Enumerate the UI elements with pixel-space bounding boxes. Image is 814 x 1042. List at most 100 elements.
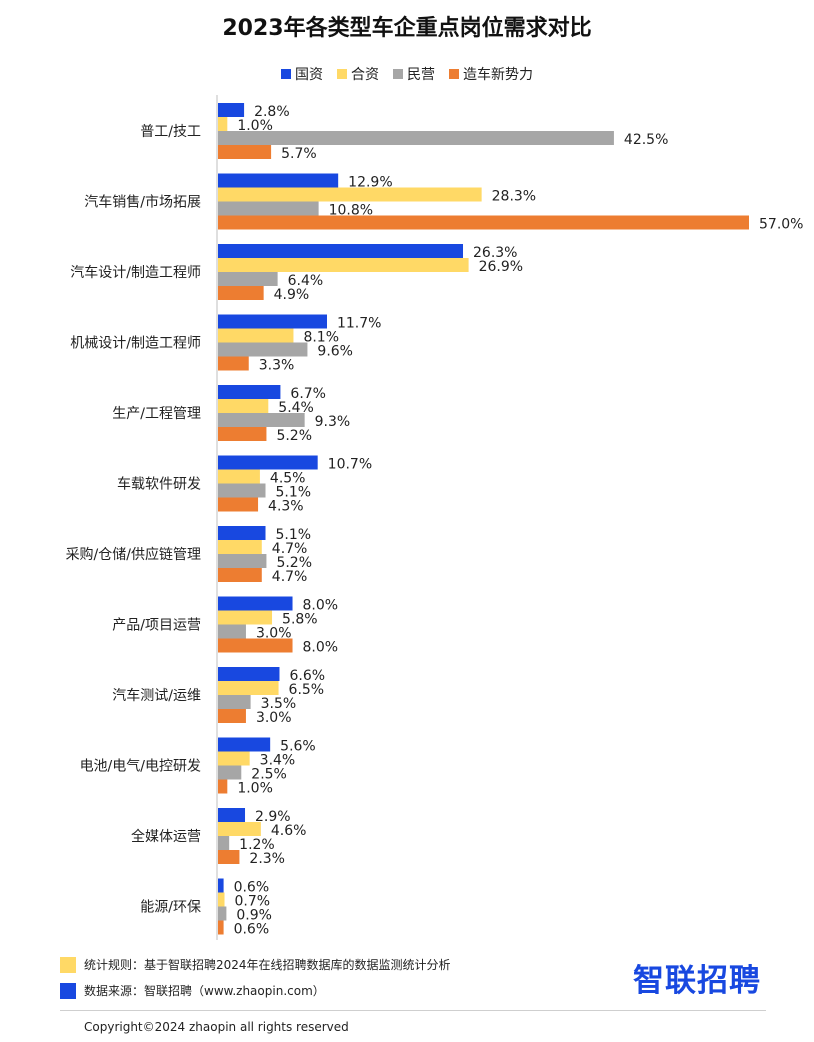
value-label: 8.0% <box>303 598 339 614</box>
bar <box>218 765 242 780</box>
legend-item-hezi: 合资 <box>337 64 379 84</box>
value-label: 1.0% <box>237 118 273 134</box>
bar <box>218 469 260 484</box>
bar <box>218 131 614 145</box>
legend-item-minying: 民营 <box>393 64 435 84</box>
value-label: 4.5% <box>270 471 306 487</box>
bar <box>218 145 272 159</box>
bar <box>218 568 262 582</box>
bar <box>218 667 280 681</box>
brand-logo: 智联招聘 <box>633 963 761 999</box>
category-label: 能源/环保 <box>140 900 201 916</box>
value-label: 28.3% <box>492 189 536 205</box>
legend-swatch <box>337 69 347 79</box>
bar <box>218 737 271 752</box>
bar <box>218 215 749 230</box>
bar <box>218 497 259 512</box>
value-label: 5.8% <box>282 612 318 628</box>
category-label: 产品/项目运营 <box>112 618 201 634</box>
value-label: 9.6% <box>317 344 353 360</box>
bar <box>218 596 293 611</box>
bar <box>218 342 308 357</box>
bar <box>218 779 228 794</box>
bar <box>218 751 250 766</box>
bar <box>218 808 246 822</box>
bar <box>218 554 267 568</box>
value-label: 6.7% <box>290 386 326 402</box>
bar <box>218 258 469 272</box>
bar <box>218 906 227 921</box>
note-source-text: 数据来源：智联招聘（www.zhaopin.com） <box>84 984 325 998</box>
legend: 国资 合资 民营 造车新势力 <box>0 64 814 84</box>
bar <box>218 272 278 286</box>
value-label: 1.0% <box>237 781 273 797</box>
value-label: 4.6% <box>271 823 307 839</box>
bar <box>218 695 251 709</box>
value-label: 2.9% <box>255 809 291 825</box>
bar <box>218 356 249 371</box>
bar <box>218 286 264 300</box>
bar <box>218 540 262 554</box>
value-label: 5.1% <box>276 485 312 501</box>
bar <box>218 526 266 540</box>
value-label: 57.0% <box>759 217 803 233</box>
value-label: 10.7% <box>328 457 372 473</box>
legend-swatch <box>281 69 291 79</box>
bar <box>218 836 230 850</box>
value-label: 9.3% <box>315 414 351 430</box>
value-label: 0.6% <box>234 880 270 896</box>
value-label: 0.9% <box>236 908 272 924</box>
bar <box>218 314 327 329</box>
value-label: 6.4% <box>288 273 324 289</box>
category-label: 汽车设计/制造工程师 <box>70 264 201 281</box>
value-label: 5.1% <box>276 527 312 543</box>
value-label: 0.7% <box>235 894 271 910</box>
bar <box>218 455 318 470</box>
value-label: 26.3% <box>473 245 517 261</box>
value-label: 5.4% <box>278 400 314 416</box>
legend-label: 合资 <box>351 67 379 83</box>
bar <box>218 892 225 907</box>
bar <box>218 385 281 399</box>
note-source-swatch <box>60 982 76 999</box>
value-label: 5.7% <box>281 146 317 162</box>
value-label: 5.2% <box>276 428 312 444</box>
copyright-text: Copyright©2024 zhaopin all rights reserv… <box>84 1020 349 1034</box>
bar-chart: 普工/技工2.8%1.0%42.5%5.7%汽车销售/市场拓展12.9%28.3… <box>66 95 803 940</box>
value-label: 3.4% <box>260 753 296 769</box>
category-label: 全媒体运营 <box>131 828 201 845</box>
legend-label: 造车新势力 <box>463 67 533 83</box>
value-label: 3.0% <box>256 710 292 726</box>
value-label: 6.5% <box>289 682 325 698</box>
bar <box>218 427 267 441</box>
value-label: 5.2% <box>276 555 312 571</box>
value-label: 8.1% <box>303 330 339 346</box>
bar <box>218 187 482 202</box>
bar <box>218 117 228 131</box>
note-source: 数据来源：智联招聘（www.zhaopin.com） <box>60 982 325 999</box>
note-rule: 统计规则：基于智联招聘2024年在线招聘数据库的数据监测统计分析 <box>60 956 451 973</box>
bar <box>218 399 269 413</box>
category-label: 生产/工程管理 <box>112 406 201 422</box>
bar <box>218 244 464 258</box>
category-label: 汽车测试/运维 <box>112 687 201 704</box>
category-label: 车载软件研发 <box>117 476 201 493</box>
legend-label: 国资 <box>295 67 323 83</box>
bar <box>218 201 319 216</box>
bar <box>218 878 224 893</box>
value-label: 2.8% <box>254 104 290 120</box>
value-label: 10.8% <box>329 203 373 219</box>
legend-item-xinshili: 造车新势力 <box>449 64 533 84</box>
chart-title: 2023年各类型车企重点岗位需求对比 <box>222 16 592 41</box>
value-label: 12.9% <box>348 175 392 191</box>
legend-swatch <box>393 69 403 79</box>
value-label: 42.5% <box>624 132 668 148</box>
value-label: 3.0% <box>256 626 292 642</box>
bar <box>218 850 240 864</box>
value-label: 8.0% <box>303 640 339 656</box>
bar <box>218 483 266 498</box>
value-label: 0.6% <box>234 922 270 938</box>
value-label: 6.6% <box>289 668 325 684</box>
note-rule-text: 统计规则：基于智联招聘2024年在线招聘数据库的数据监测统计分析 <box>84 958 451 972</box>
bar <box>218 920 224 935</box>
